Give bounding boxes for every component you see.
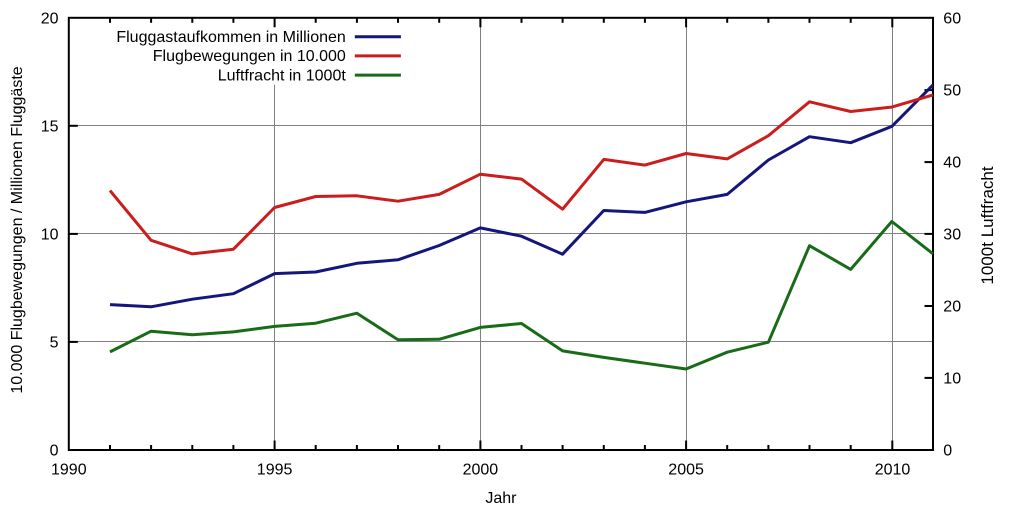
svg-text:Luftfracht in 1000t: Luftfracht in 1000t — [218, 67, 347, 84]
svg-text:1000t Luftfracht: 1000t Luftfracht — [978, 166, 997, 284]
svg-text:0: 0 — [943, 443, 952, 460]
svg-text:5: 5 — [50, 334, 59, 351]
svg-text:1995: 1995 — [257, 462, 293, 479]
svg-text:10.000 Flugbewegungen / Millio: 10.000 Flugbewegungen / Millionen Fluggä… — [9, 66, 26, 393]
svg-text:40: 40 — [943, 155, 961, 172]
svg-text:10: 10 — [943, 370, 961, 387]
svg-text:1990: 1990 — [51, 462, 87, 479]
svg-text:2010: 2010 — [875, 462, 911, 479]
svg-text:60: 60 — [943, 11, 961, 28]
svg-text:50: 50 — [943, 83, 961, 100]
svg-text:Flugbewegungen in 10.000: Flugbewegungen in 10.000 — [153, 48, 346, 65]
svg-text:10: 10 — [41, 226, 59, 243]
svg-text:0: 0 — [50, 443, 59, 460]
svg-text:20: 20 — [41, 10, 59, 27]
svg-text:15: 15 — [41, 118, 59, 135]
svg-text:20: 20 — [943, 299, 961, 316]
svg-text:30: 30 — [943, 226, 961, 243]
svg-text:2005: 2005 — [668, 462, 704, 479]
svg-text:Jahr: Jahr — [485, 490, 517, 507]
svg-text:2000: 2000 — [463, 462, 499, 479]
svg-text:Fluggastaufkommen in Millionen: Fluggastaufkommen in Millionen — [116, 29, 345, 46]
